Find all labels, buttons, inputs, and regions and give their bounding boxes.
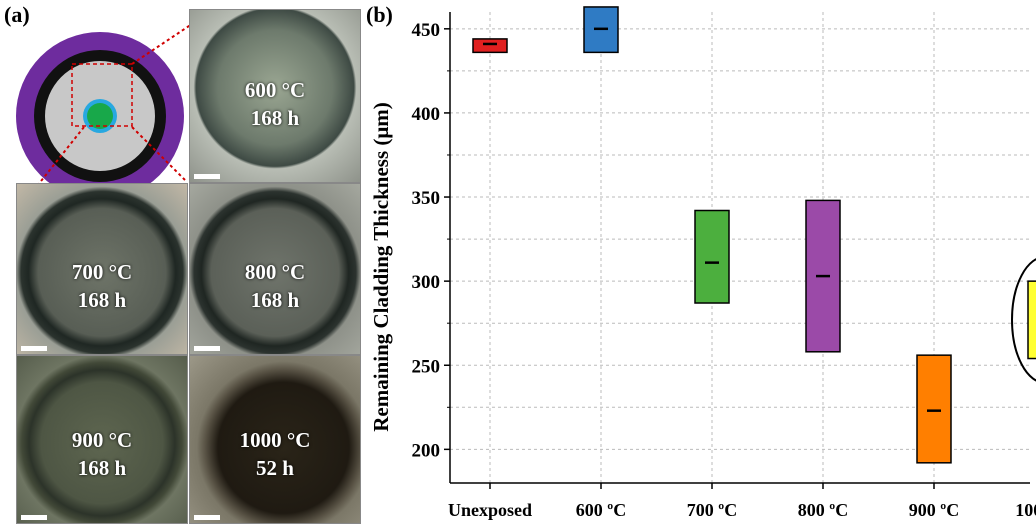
x-tick-label: 900 ºC bbox=[909, 500, 959, 520]
x-tick-label: 1000 ºC bbox=[1015, 500, 1036, 520]
panel-b-label: (b) bbox=[366, 2, 393, 27]
photo-temp: 900 °C bbox=[71, 428, 133, 452]
box bbox=[916, 354, 952, 464]
photo-time: 168 h bbox=[77, 288, 127, 312]
y-tick-label: 450 bbox=[412, 20, 441, 41]
highlight-ellipse bbox=[1011, 258, 1036, 382]
photo-temp: 1000 °C bbox=[239, 428, 311, 452]
axes: 200 250 300 350 400 450 Unexposed 600 ºC 700 ºC 8… bbox=[412, 12, 1036, 520]
scale-bar bbox=[21, 346, 47, 351]
scale-bar bbox=[194, 515, 220, 520]
micrograph-800c: 800 °C 168 h bbox=[189, 183, 361, 355]
photo-temp: 800 °C bbox=[244, 260, 306, 284]
micrograph-900c: 900 °C 168 h bbox=[16, 355, 188, 524]
photo-time: 168 h bbox=[250, 106, 300, 130]
x-tick-label: 600 ºC bbox=[576, 500, 626, 520]
micrograph-1000c: 1000 °C 52 h bbox=[189, 355, 361, 524]
y-tick-label: 200 bbox=[412, 440, 441, 461]
zoom-box bbox=[71, 63, 133, 127]
micrograph-600c: 600 °C 168 h bbox=[189, 9, 361, 183]
scale-bar bbox=[21, 515, 47, 520]
y-tick-label: 250 bbox=[412, 356, 441, 377]
x-tick-label: 800 ºC bbox=[798, 500, 848, 520]
box bbox=[1027, 280, 1036, 360]
photo-temp: 700 °C bbox=[71, 260, 133, 284]
fiber-cross-section-schematic bbox=[16, 32, 184, 200]
photo-time: 52 h bbox=[256, 456, 294, 480]
y-axis-label: Remaining Cladding Thickness (μm) bbox=[369, 102, 393, 432]
scale-bar bbox=[194, 346, 220, 351]
photo-time: 168 h bbox=[77, 456, 127, 480]
cladding-thickness-chart: 200 250 300 350 400 450 Unexposed 600 ºC 700 ºC 8… bbox=[369, 6, 1036, 520]
scale-bar bbox=[194, 174, 220, 179]
box bbox=[472, 38, 508, 54]
x-tick-label: Unexposed bbox=[448, 500, 532, 520]
boxes bbox=[472, 6, 1036, 464]
fiber-core bbox=[87, 103, 113, 129]
photo-temp: 600 °C bbox=[244, 78, 306, 102]
micrograph-700c: 700 °C 168 h bbox=[16, 183, 188, 355]
y-tick-label: 300 bbox=[412, 272, 441, 293]
y-tick-label: 350 bbox=[412, 188, 441, 209]
x-tick-label: 700 ºC bbox=[687, 500, 737, 520]
box bbox=[694, 209, 730, 304]
panel-a-label: (a) bbox=[4, 2, 30, 27]
photo-time: 168 h bbox=[250, 288, 300, 312]
y-tick-label: 400 bbox=[412, 104, 441, 125]
